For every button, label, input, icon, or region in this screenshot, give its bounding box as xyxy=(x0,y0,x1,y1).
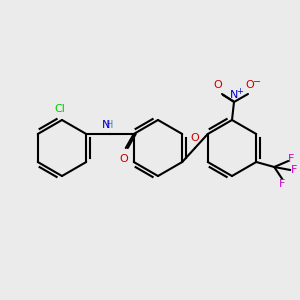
Text: O: O xyxy=(214,80,222,90)
Text: O: O xyxy=(190,133,200,143)
Text: O: O xyxy=(246,80,254,90)
Text: Cl: Cl xyxy=(55,104,65,114)
Text: O: O xyxy=(119,154,128,164)
Text: F: F xyxy=(291,165,297,175)
Text: −: − xyxy=(253,77,261,87)
Text: F: F xyxy=(279,179,285,189)
Text: N: N xyxy=(102,120,110,130)
Text: N: N xyxy=(230,90,238,100)
Text: H: H xyxy=(106,120,114,130)
Text: F: F xyxy=(288,154,294,164)
Text: +: + xyxy=(237,87,243,96)
